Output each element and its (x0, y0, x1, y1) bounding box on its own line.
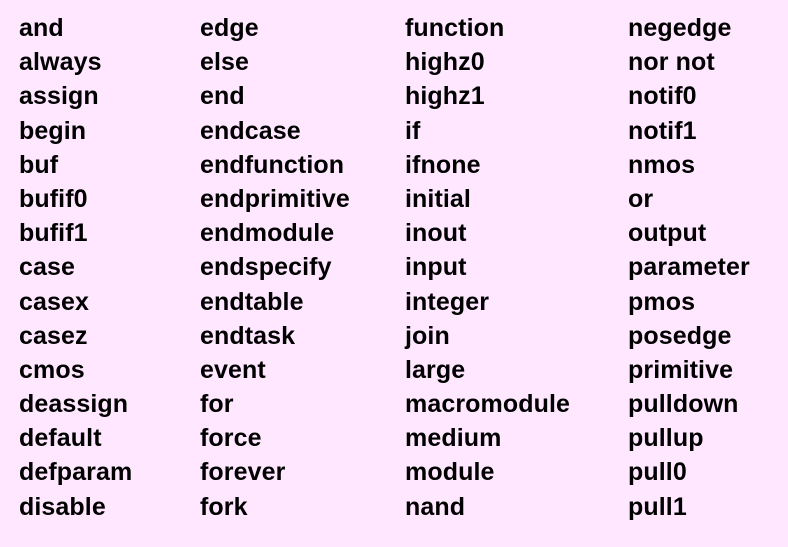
keyword: endprimitive (200, 184, 350, 213)
keyword: nor not (628, 48, 715, 77)
keyword: pullup (628, 424, 704, 453)
keyword: pulldown (628, 390, 739, 419)
keyword: fork (200, 492, 248, 521)
keyword: cmos (19, 355, 85, 384)
keyword: event (200, 355, 266, 384)
keyword: if (405, 116, 421, 145)
keyword: assign (19, 82, 99, 111)
keyword: negedge (628, 14, 732, 42)
keyword: begin (19, 116, 87, 145)
keyword: pull0 (628, 458, 687, 487)
keyword: endtable (200, 287, 304, 316)
keyword: posedge (628, 321, 732, 350)
keyword: highz1 (405, 82, 485, 111)
keyword: function (405, 14, 505, 42)
keyword: endspecify (200, 253, 332, 282)
keyword: edge (200, 14, 259, 42)
keyword: endcase (200, 116, 301, 145)
keyword: bufif1 (19, 219, 88, 248)
keyword: notif0 (628, 82, 697, 111)
keyword: default (19, 424, 102, 453)
keyword: pmos (628, 287, 696, 316)
keyword: integer (405, 287, 490, 316)
keyword: forever (200, 458, 286, 487)
keyword: endtask (200, 321, 296, 350)
keyword-column-4: negedge nor not notif0 notif1 nmos or ou… (628, 11, 750, 524)
keyword: for (200, 390, 234, 419)
keyword: initial (405, 184, 471, 213)
keyword: bufif0 (19, 184, 88, 213)
keyword: pull1 (628, 492, 687, 521)
keyword: casez (19, 321, 88, 350)
keyword: medium (405, 424, 502, 453)
keyword: else (200, 48, 250, 77)
keyword: or (628, 184, 654, 213)
keyword: primitive (628, 355, 734, 384)
keyword: disable (19, 492, 106, 521)
keyword: case (19, 253, 76, 282)
keyword: endmodule (200, 219, 335, 248)
keyword: endfunction (200, 150, 345, 179)
keyword: always (19, 48, 102, 77)
keyword: join (405, 321, 450, 350)
keyword: inout (405, 219, 467, 248)
keyword: large (405, 355, 466, 384)
keyword-column-3: function highz0 highz1 if ifnone initial… (405, 11, 570, 524)
keyword: notif1 (628, 116, 697, 145)
keyword: casex (19, 287, 90, 316)
keyword: ifnone (405, 150, 481, 179)
keyword: nmos (628, 150, 696, 179)
keyword-column-1: and always assign begin buf bufif0 bufif… (19, 11, 132, 524)
keyword: input (405, 253, 467, 282)
keyword: deassign (19, 390, 129, 419)
keyword: and (19, 14, 64, 42)
keyword: parameter (628, 253, 750, 282)
keyword: nand (405, 492, 466, 521)
keyword: defparam (19, 458, 133, 487)
keyword: highz0 (405, 48, 485, 77)
keyword: force (200, 424, 262, 453)
keyword: output (628, 219, 707, 248)
keyword: macromodule (405, 390, 571, 419)
keyword-column-2: edge else end endcase endfunction endpri… (200, 11, 350, 524)
keyword: module (405, 458, 495, 487)
keyword: end (200, 82, 245, 111)
keyword: buf (19, 150, 59, 179)
